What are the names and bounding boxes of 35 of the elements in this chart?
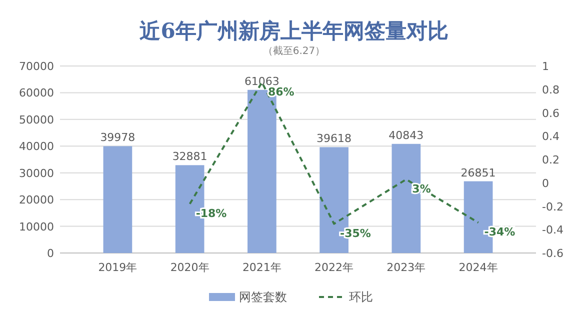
x-tick-label: 2023年 [386,261,426,274]
y-tick-label: 30000 [19,166,54,180]
x-tick-label: 2021年 [242,261,282,274]
y2-tick-label: 0.8 [542,83,560,96]
data-label: 39618 [316,132,352,146]
data-label: 32881 [172,150,208,164]
data-label: 86% [268,85,294,98]
y-tick-label: 20000 [19,194,54,207]
y-tick-label: 40000 [19,140,54,154]
y2-tick-label: 0.4 [542,130,560,144]
y2-tick-label: 0.6 [542,106,560,120]
y-tick-label: 0 [47,247,54,260]
legend-label: 网签套数 [239,290,287,304]
y-tick-label: 50000 [19,113,54,126]
data-label: 40843 [388,128,424,142]
y2-tick-label: -0.6 [542,247,564,260]
y-tick-label: 70000 [19,60,54,73]
y-tick-label: 60000 [19,86,54,100]
y2-tick-label: 0 [542,176,549,190]
data-label: 26851 [460,166,496,180]
y2-tick-label: 0.2 [542,154,560,166]
x-tick-label: 2020年 [170,261,210,274]
x-tick-label: 2024年 [458,261,498,274]
data-label: 39978 [100,131,136,144]
x-tick-label: 2022年 [314,261,354,274]
chart-subtitle: （截至6.27） [262,45,326,57]
bar [103,146,132,253]
data-label: 61063 [244,74,280,88]
y-tick-label: 10000 [19,220,54,234]
y2-tick-label: 1 [542,60,549,73]
legend-label: 环比 [349,290,373,304]
y2-tick-label: -0.4 [542,224,564,237]
x-tick-label: 2019年 [98,261,138,274]
y2-tick-label: -0.2 [542,200,564,214]
chart-title: 近6年广州新房上半年网签量对比 [138,18,448,43]
